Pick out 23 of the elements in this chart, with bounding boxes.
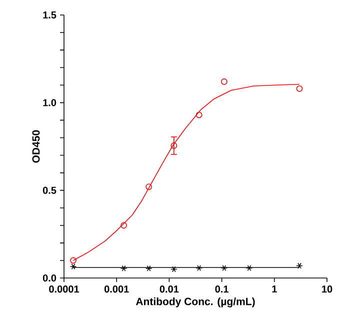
point — [145, 265, 152, 272]
point — [220, 265, 228, 272]
point — [220, 78, 228, 85]
x-tick-label: 0.01 — [160, 286, 179, 293]
point — [170, 142, 178, 149]
point — [170, 266, 178, 272]
x-tick-label: 0.001 — [104, 286, 129, 293]
x-tick-label: 1 — [272, 286, 277, 292]
x-tick-label: 0.1 — [215, 286, 228, 293]
y-tick-label: 1.0 — [43, 99, 56, 106]
y-axis-title: OD450 — [32, 130, 40, 163]
x-tick-label: 0.0001 — [49, 286, 80, 293]
y-tick-label: 0.5 — [42, 186, 56, 194]
y-tick-label: 0.0 — [42, 274, 56, 282]
x-axis-title: Antibody Conc. (µg/mL) — [136, 297, 255, 308]
point — [196, 265, 202, 272]
x-tick-label: 10 — [322, 286, 332, 293]
point — [146, 184, 152, 190]
point — [196, 112, 202, 118]
y-tick-label: 1.5 — [43, 12, 56, 18]
point — [120, 222, 127, 229]
point — [120, 265, 128, 272]
point — [246, 265, 253, 272]
